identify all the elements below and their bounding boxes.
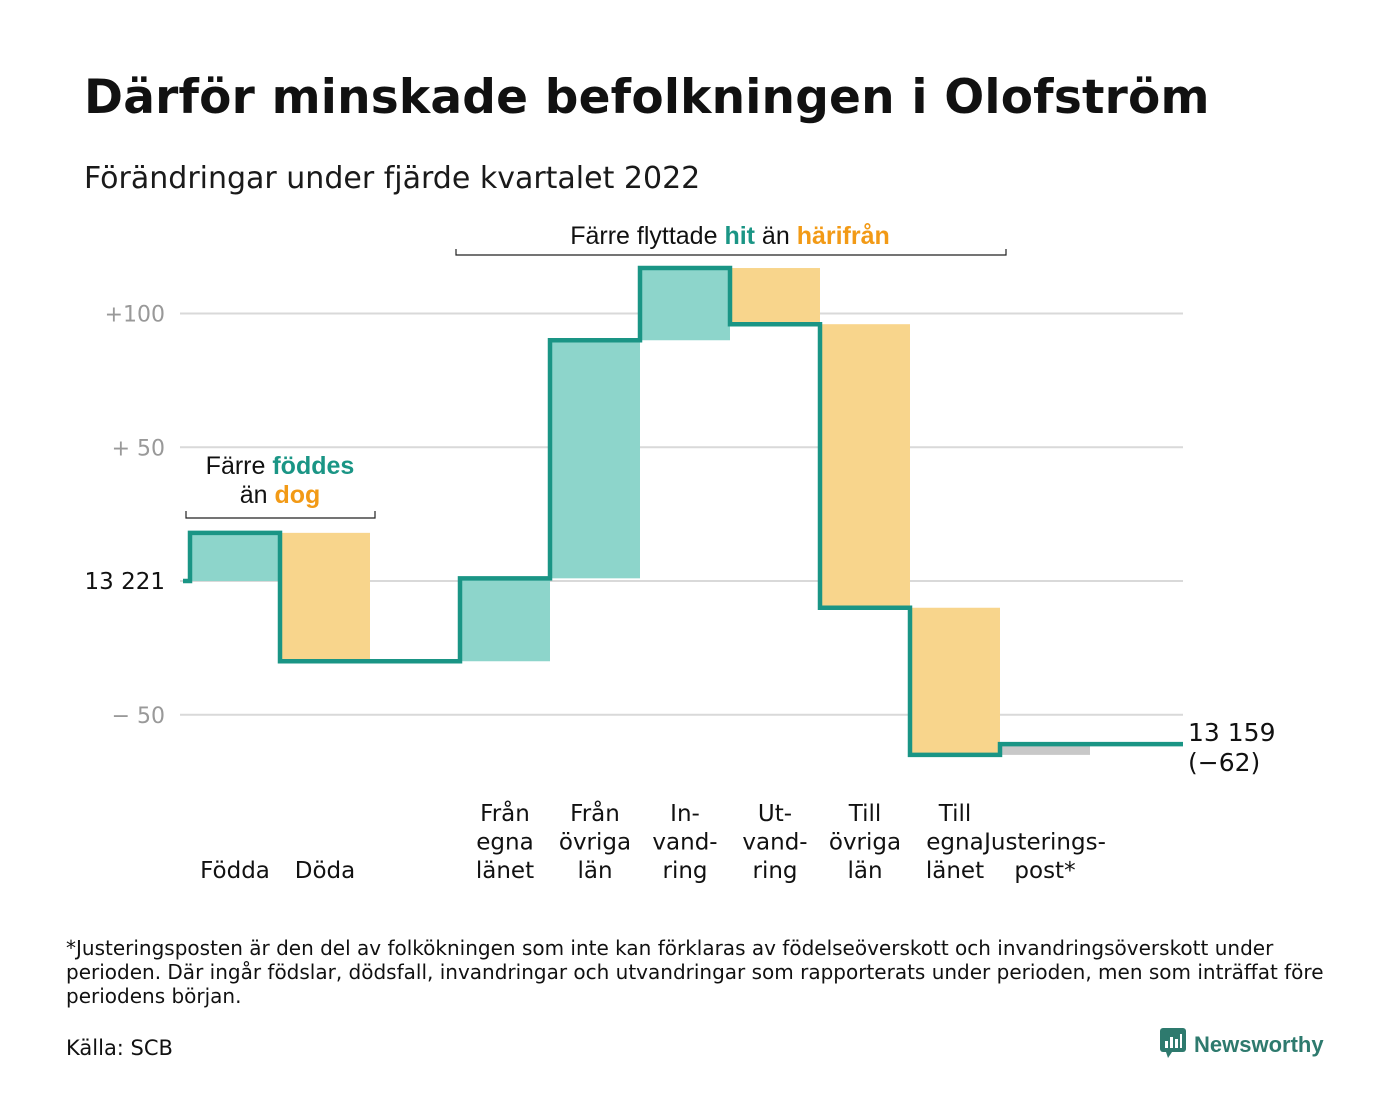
annotation-text-part: föddes [272,452,354,480]
category-label: län [577,858,612,884]
category-label: Födda [200,858,270,884]
brand-logo[interactable]: Newsworthy [1160,1028,1324,1062]
waterfall-bar [190,532,280,581]
category-label: In- [670,801,700,827]
annotation-text-part: än [755,222,797,250]
newsworthy-logo-icon [1160,1028,1186,1062]
category-label: post* [1014,858,1075,884]
waterfall-bar [820,324,910,608]
waterfall-bar [1000,744,1090,755]
annotation-bracket-migration [455,249,1007,256]
annotation-text-part: dog [274,481,320,509]
chart-title: Därför minskade befolkningen i Olofström [84,70,1210,125]
category-label: län [847,858,882,884]
end-value-label: 13 159 [1188,718,1275,747]
category-label: vand- [652,830,717,856]
category-label: Till [938,801,972,827]
y-tick-label: − 50 [112,704,165,729]
annotation-text-part: hit [724,222,755,250]
waterfall-bar [280,532,370,662]
waterfall-bar [730,268,820,325]
brand-name: Newsworthy [1194,1032,1324,1057]
footnote: *Justeringsposten är den del av folkökni… [66,936,1324,1008]
category-label: ring [752,858,797,884]
annotation-births-deaths-line1: Färre föddes [206,452,355,480]
category-label: Till [848,801,882,827]
category-label: egna [926,830,983,856]
category-label: länet [926,858,984,884]
y-tick-label: + 50 [112,436,165,461]
category-label: övriga [559,830,631,856]
chart-subtitle: Förändringar under fjärde kvartalet 2022 [84,161,701,196]
annotation-text-part: Färre [206,452,273,480]
waterfall-bar [910,607,1000,755]
y-tick-label: +100 [105,303,165,328]
category-label: egna [476,830,533,856]
source-label: Källa: SCB [66,1036,173,1060]
start-value-label: 13 221 [85,569,165,595]
waterfall-bar [460,578,550,662]
annotation-migration: Färre flyttade hit än härifrån [570,222,890,250]
category-label: Från [570,799,620,827]
category-label: Döda [295,858,355,884]
annotation-bracket-births [185,511,376,519]
category-label: ring [662,858,707,884]
cumulative-step-line [183,265,1183,758]
end-change-label: (−62) [1188,748,1260,777]
annotation-births-deaths-line2: än dog [240,481,321,509]
category-label: Från [480,799,530,827]
category-label: övriga [829,830,901,856]
category-label: länet [476,858,534,884]
annotation-text-part: härifrån [797,222,890,250]
annotation-text-part: än [240,481,275,509]
category-label: Justerings- [982,830,1106,856]
waterfall-bar [640,268,730,341]
category-label: Ut- [758,801,792,827]
category-label: vand- [742,830,807,856]
waterfall-bar [550,340,640,579]
annotation-text-part: Färre flyttade [570,222,724,250]
